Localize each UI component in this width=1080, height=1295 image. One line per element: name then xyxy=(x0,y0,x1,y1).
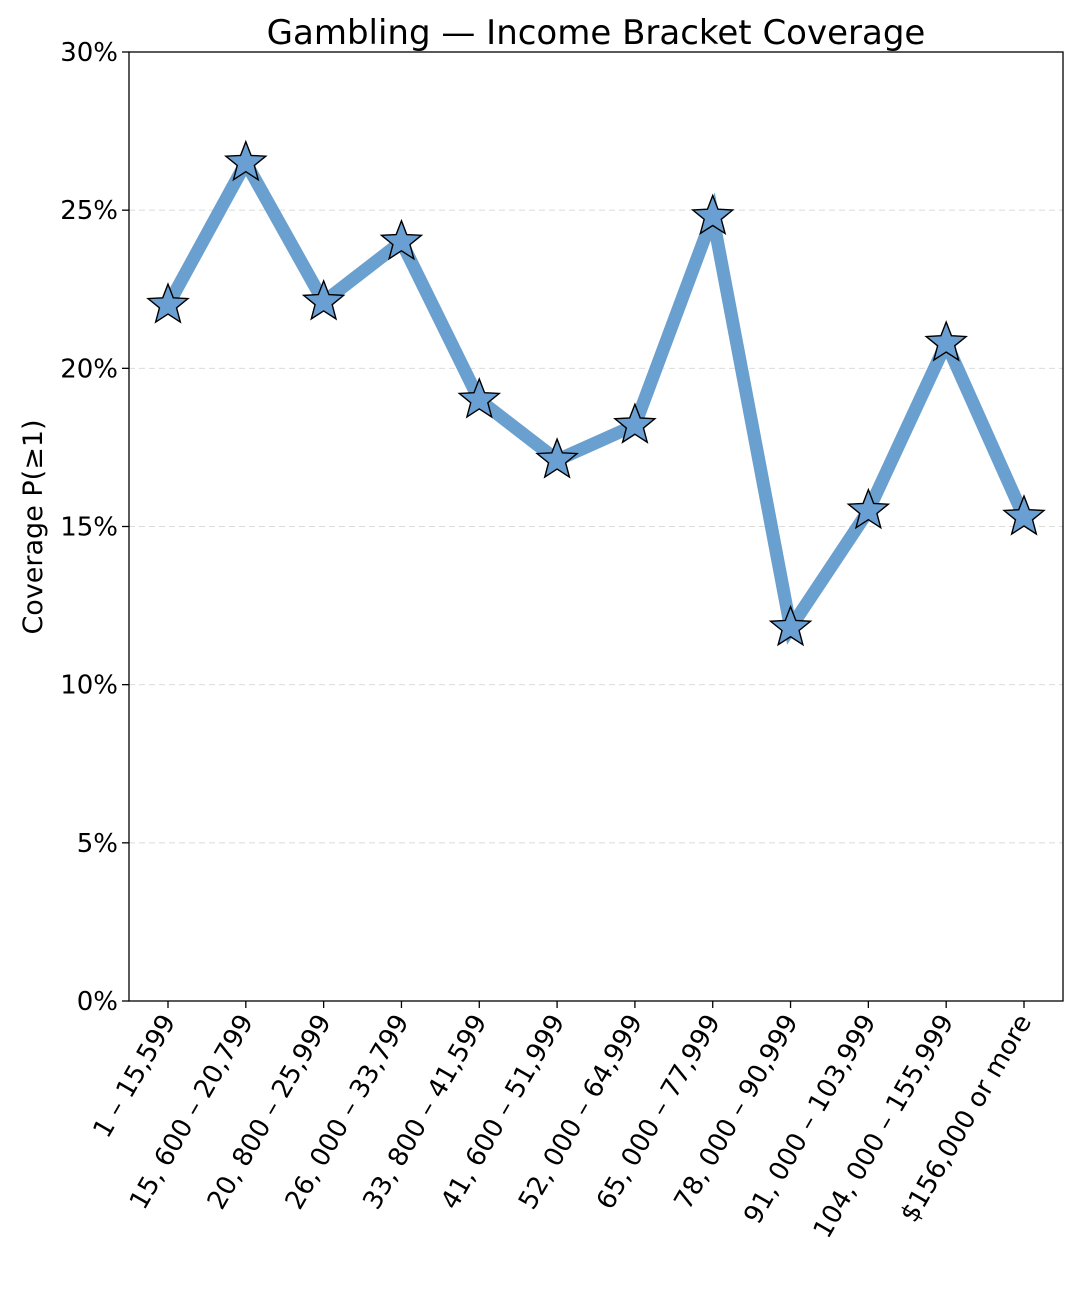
series-line xyxy=(162,149,1030,645)
y-axis-label: Coverage P(≥1) xyxy=(18,419,49,634)
data-point-star xyxy=(613,402,657,444)
data-point-star xyxy=(768,604,813,647)
data-point-star xyxy=(301,278,346,321)
data-point-star xyxy=(690,193,735,236)
y-tick-label: 10% xyxy=(60,671,118,701)
data-point-star xyxy=(223,139,268,182)
data-point-star xyxy=(146,282,190,324)
y-tick-label: 20% xyxy=(60,354,118,384)
data-point-star xyxy=(846,487,891,530)
series-coverage xyxy=(146,139,1046,647)
y-tick-label: 0% xyxy=(77,987,118,1017)
y-tick-label: 30% xyxy=(60,38,118,68)
y-tick-label: 25% xyxy=(60,196,118,226)
y-tick-label: 5% xyxy=(77,829,118,859)
data-point-star xyxy=(924,320,969,362)
data-point-star xyxy=(535,437,579,479)
plot-frame xyxy=(128,51,1064,1002)
x-tick-label: 104, 000 – 155,999 xyxy=(808,1010,960,1244)
data-point-star xyxy=(457,377,502,419)
chart-title: Gambling — Income Bracket Coverage xyxy=(267,13,926,53)
data-point-star xyxy=(1002,494,1046,536)
data-point-star xyxy=(379,218,424,261)
y-tick-label: 15% xyxy=(60,513,118,543)
